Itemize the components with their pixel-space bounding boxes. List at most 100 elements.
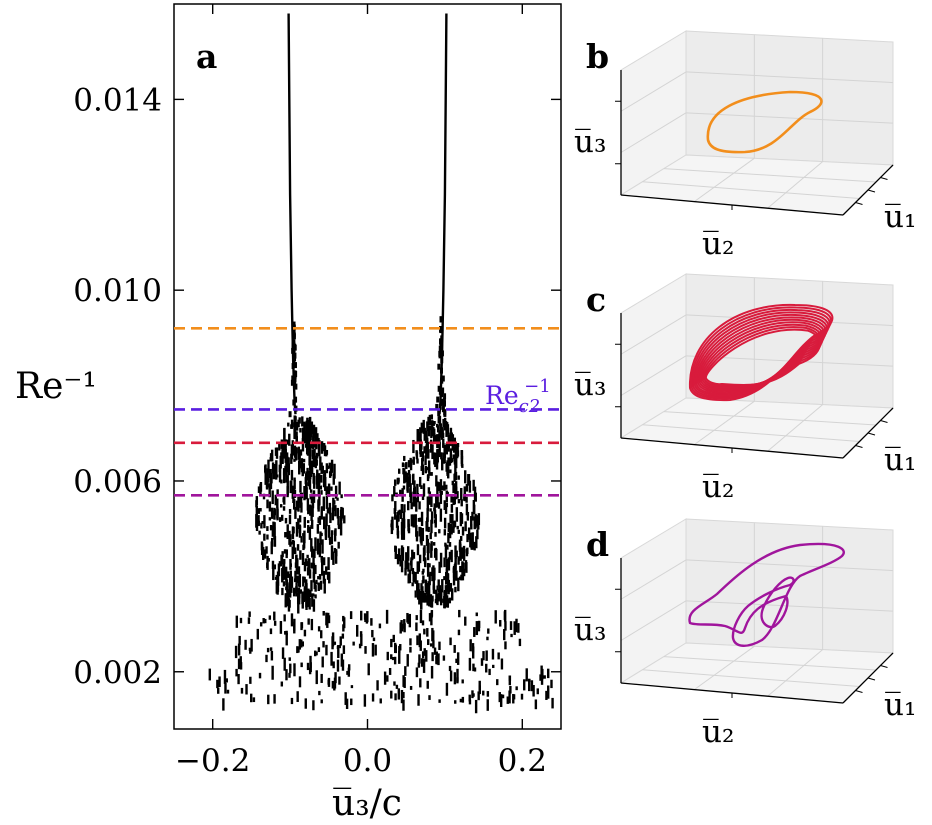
chaotic-point-right xyxy=(421,451,425,462)
reference-lines xyxy=(174,327,561,497)
chaotic-point-left xyxy=(272,568,275,581)
chaotic-point-right xyxy=(397,468,401,474)
chaotic-point-right xyxy=(464,521,467,532)
chaotic-point-right xyxy=(465,548,469,557)
low-re-point xyxy=(393,681,396,686)
low-re-point xyxy=(315,651,318,656)
low-re-point xyxy=(283,614,286,622)
chaotic-point-right xyxy=(428,596,431,607)
low-re-point xyxy=(523,679,526,691)
chaotic-point-right xyxy=(450,588,454,601)
low-re-point xyxy=(456,677,459,684)
chaotic-point-right xyxy=(394,501,397,512)
low-re-point xyxy=(432,630,435,641)
low-re-point xyxy=(289,663,292,674)
low-re-point xyxy=(296,691,299,702)
chaotic-point-left xyxy=(293,477,296,482)
chaotic-point-left xyxy=(305,579,308,589)
chaotic-point-right xyxy=(475,536,478,549)
chaotic-point-left xyxy=(333,463,336,479)
chaotic-point-left xyxy=(283,568,286,580)
chaotic-point-right xyxy=(407,546,410,561)
chaotic-point-right xyxy=(424,592,427,603)
chaotic-point-right xyxy=(445,502,449,508)
chaotic-point-left xyxy=(267,459,270,473)
chaotic-point-right xyxy=(459,553,462,561)
low-re-point xyxy=(419,609,423,624)
low-re-point xyxy=(343,617,346,629)
chaotic-point-left xyxy=(340,506,343,521)
low-re-point xyxy=(392,634,395,643)
chaotic-point-left xyxy=(285,458,288,473)
chaotic-point-right xyxy=(423,545,426,556)
low-re-point xyxy=(409,685,413,690)
chaotic-point-left xyxy=(298,498,302,503)
chaotic-point-right xyxy=(436,434,439,449)
chaotic-point-left xyxy=(276,508,279,521)
low-re-point xyxy=(423,648,426,656)
low-re-point xyxy=(539,674,542,681)
chaotic-point-left xyxy=(322,496,326,511)
chaotic-point-left xyxy=(316,545,320,555)
panel-label-b: b xyxy=(586,37,609,76)
chaotic-point-right xyxy=(421,527,425,542)
branch-point xyxy=(440,350,444,357)
chaotic-point-left xyxy=(307,588,310,604)
chaotic-point-right xyxy=(441,427,444,438)
low-re-point xyxy=(332,661,335,669)
chaotic-point-right xyxy=(437,482,440,492)
chaotic-point-left xyxy=(318,542,322,558)
chaotic-point-left xyxy=(299,449,303,456)
chaotic-point-left xyxy=(286,462,289,473)
low-re-point xyxy=(245,684,248,695)
chaotic-point-right xyxy=(424,579,428,593)
low-re-point xyxy=(336,659,340,672)
low-re-point xyxy=(352,641,355,646)
chaotic-point-right xyxy=(406,472,409,483)
chaotic-point-left xyxy=(282,581,286,587)
low-re-point xyxy=(471,643,475,653)
chaotic-point-left xyxy=(284,449,287,463)
chaotic-point-left xyxy=(285,597,288,605)
branch-point xyxy=(441,398,445,405)
chaotic-point-left xyxy=(292,526,295,534)
chaotic-point-left xyxy=(330,530,334,535)
low-re-point xyxy=(293,618,296,631)
low-re-point xyxy=(455,658,458,664)
chaotic-point-left xyxy=(326,465,330,469)
chaotic-point-right xyxy=(414,514,417,528)
chaotic-point-right xyxy=(428,491,432,505)
low-re-point xyxy=(518,638,522,647)
chaotic-point-right xyxy=(462,549,466,561)
chaotic-point-left xyxy=(318,442,321,457)
chaotic-point-left xyxy=(265,483,269,490)
chaotic-point-right xyxy=(428,425,431,431)
low-re-point xyxy=(469,639,472,652)
chaotic-point-left xyxy=(264,473,267,485)
chaotic-point-right xyxy=(422,419,425,434)
low-re-point xyxy=(222,698,225,711)
chaotic-point-left xyxy=(299,480,302,493)
chaotic-point-left xyxy=(301,416,304,427)
chaotic-point-right xyxy=(465,496,468,503)
chaotic-point-left xyxy=(298,515,302,523)
branch-point xyxy=(442,400,446,407)
chaotic-point-left xyxy=(333,530,337,542)
branch-point xyxy=(291,375,295,382)
low-re-point xyxy=(456,652,460,665)
z-axis-label: u̅₃ xyxy=(574,612,606,648)
grid-line xyxy=(642,424,860,442)
chaotic-point-right xyxy=(454,545,457,558)
low-re-point xyxy=(494,610,497,624)
low-re-point xyxy=(338,676,341,685)
chaotic-point-right xyxy=(397,480,400,484)
chaotic-point-right xyxy=(429,532,432,540)
chaotic-point-right xyxy=(400,560,404,573)
chaotic-point-right xyxy=(430,519,433,534)
low-re-point xyxy=(390,638,393,648)
chaotic-point-left xyxy=(328,462,331,469)
chaotic-point-left xyxy=(299,589,303,594)
chaotic-point-right xyxy=(454,586,457,593)
grid-line xyxy=(620,600,687,641)
chaotic-point-left xyxy=(320,474,323,483)
